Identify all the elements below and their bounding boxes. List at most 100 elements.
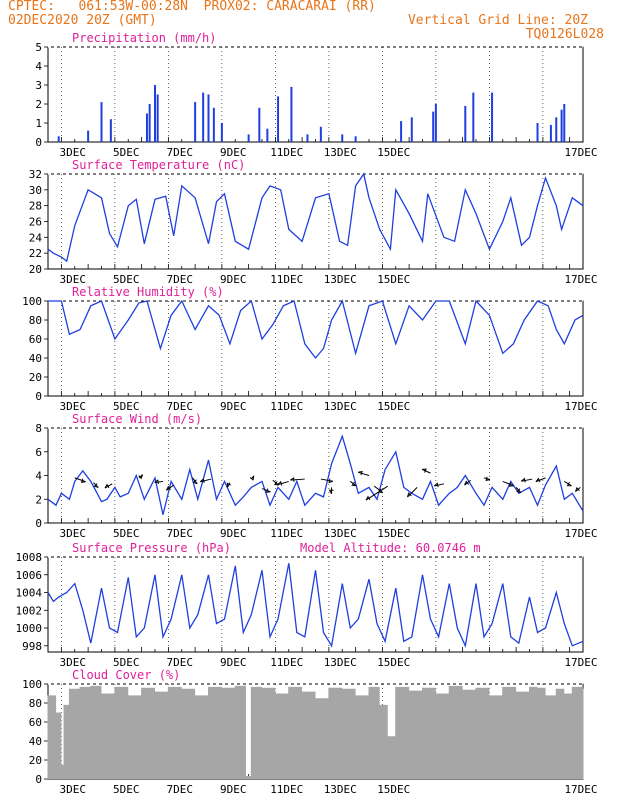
precip-ytick-label: 2 [35, 98, 42, 111]
precip-xtick-label: 7DEC [167, 146, 194, 159]
precip-bar [563, 104, 566, 142]
rh-xtick-label: 11DEC [270, 400, 303, 413]
wind-arrow-head [192, 479, 198, 485]
temp-ytick-label: 32 [29, 168, 42, 181]
precip-bar [57, 136, 60, 142]
precip-ytick-label: 4 [35, 60, 42, 73]
wind-arrow-head [365, 495, 371, 501]
precip-bar [148, 104, 151, 142]
wind-xtick-label: 17DEC [564, 527, 597, 540]
wind-arrow [320, 478, 333, 482]
wind-arrow-head [93, 483, 99, 488]
wind-arrow [407, 487, 418, 498]
wind-arrow-head [226, 482, 232, 488]
cloud-ytick-label: 0 [35, 773, 42, 786]
wind-arrow [564, 481, 572, 487]
precip-title: Precipitation (mm/h) [72, 31, 217, 45]
wind-ytick-label: 6 [35, 446, 42, 459]
precip-bar [536, 123, 539, 142]
header-datetime: 02DEC2020 20Z (GMT) [8, 13, 157, 28]
wind-arrow-head [290, 477, 295, 482]
rh-xtick-label: 9DEC [220, 400, 247, 413]
wind-xtick-label: 13DEC [324, 527, 357, 540]
temp-xtick-label: 13DEC [324, 273, 357, 286]
wind-arrow [154, 480, 164, 484]
precip-bar [156, 94, 159, 142]
wind-line [47, 434, 584, 515]
precip-ytick-label: 0 [35, 136, 42, 149]
wind-xtick-label: 7DEC [167, 527, 194, 540]
pres-ytick-label: 998 [22, 640, 42, 653]
precip-bar [410, 117, 413, 142]
wind-arrow [74, 477, 86, 483]
precip-bar [319, 126, 322, 142]
wind-arrow [166, 484, 175, 491]
temp-title: Surface Temperature (nC) [72, 158, 245, 172]
wind-arrow [277, 480, 289, 486]
temp-ytick-label: 26 [29, 216, 42, 229]
wind-frame [47, 427, 584, 524]
temp-xtick-label: 11DEC [270, 273, 303, 286]
wind-arrow-head [104, 483, 110, 489]
precip-bar [400, 121, 403, 142]
precip-xtick-label: 3DEC [60, 146, 87, 159]
wind-panel: 0 2 4 6 8 3DEC 5DEC 7DEC 9DEC 11DEC 13DEC 15DEC 17DE… [35, 412, 597, 540]
pres-xtick-label: 17DEC [564, 656, 597, 669]
pres-ytick-label: 1006 [16, 569, 43, 582]
wind-xtick-label: 15DEC [377, 527, 410, 540]
rh-xtick-label: 15DEC [377, 400, 410, 413]
rh-ytick-label: 80 [29, 314, 42, 327]
pres-ytick-label: 1004 [16, 587, 43, 600]
pres-xtick-label: 11DEC [270, 656, 303, 669]
temp-xtick-label: 3DEC [60, 273, 87, 286]
wind-arrow-head [485, 476, 491, 482]
wind-arrow [200, 478, 212, 483]
wind-title: Surface Wind (m/s) [72, 412, 202, 426]
rh-ytick-label: 100 [22, 295, 42, 308]
precip-bar [432, 111, 435, 142]
temp-line [47, 172, 584, 263]
precip-panel: 0 1 2 3 4 5 3DEC 5DEC 7DEC 9DEC 11DEC 13DEC 15DEC 17D… [35, 31, 597, 159]
pres-annotation: Model Altitude: 60.0746 m [300, 541, 481, 555]
rh-xtick-label: 17DEC [564, 400, 597, 413]
cloud-ytick-label: 20 [29, 754, 42, 767]
header-station-line: CPTEC: 061:53W-00:28N PROX02: CARACARAI … [8, 0, 376, 14]
wind-arrow-head [464, 480, 469, 486]
wind-arrow [358, 471, 370, 476]
temp-xtick-label: 7DEC [167, 273, 194, 286]
temp-ytick-label: 22 [29, 247, 42, 260]
wind-arrow-head [265, 488, 271, 493]
precip-bar [145, 113, 148, 142]
precip-bar [560, 109, 563, 142]
wind-arrow-head [277, 480, 283, 486]
wind-arrow-head [377, 488, 383, 494]
rh-ytick-label: 20 [29, 371, 42, 384]
cloud-ytick-label: 40 [29, 735, 42, 748]
precip-bar [220, 123, 223, 142]
precip-bar [472, 92, 475, 142]
rh-line [48, 299, 584, 360]
precip-bar [87, 130, 90, 142]
cloud-xtick-label: 9DEC [220, 783, 247, 796]
precip-bar [306, 134, 309, 142]
header-model-code: TQ0126L028 [525, 27, 604, 42]
rh-xtick-label: 7DEC [167, 400, 194, 413]
pres-xtick-label: 3DEC [60, 656, 87, 669]
wind-ytick-label: 0 [35, 517, 42, 530]
cloud-title: Cloud Cover (%) [72, 668, 180, 682]
wind-arrow-head [516, 488, 522, 494]
wind-arrow-head [166, 485, 171, 491]
temp-panel: 20 22 24 26 28 30 32 3DEC 5DEC 7DEC 9DEC 11DEC 13DEC… [29, 158, 598, 286]
cloud-ytick-label: 80 [29, 697, 42, 710]
wind-xtick-label: 11DEC [270, 527, 303, 540]
rh-ytick-label: 0 [35, 390, 42, 403]
wind-xtick-label: 5DEC [113, 527, 140, 540]
cloud-ytick-label: 60 [29, 716, 42, 729]
pres-title: Surface Pressure (hPa) [72, 541, 231, 555]
cloud-xtick-label: 7DEC [167, 783, 194, 796]
wind-arrow-head [351, 481, 357, 487]
precip-bar [154, 85, 156, 142]
temp-xtick-label: 9DEC [220, 273, 247, 286]
precip-ytick-label: 3 [35, 79, 42, 92]
